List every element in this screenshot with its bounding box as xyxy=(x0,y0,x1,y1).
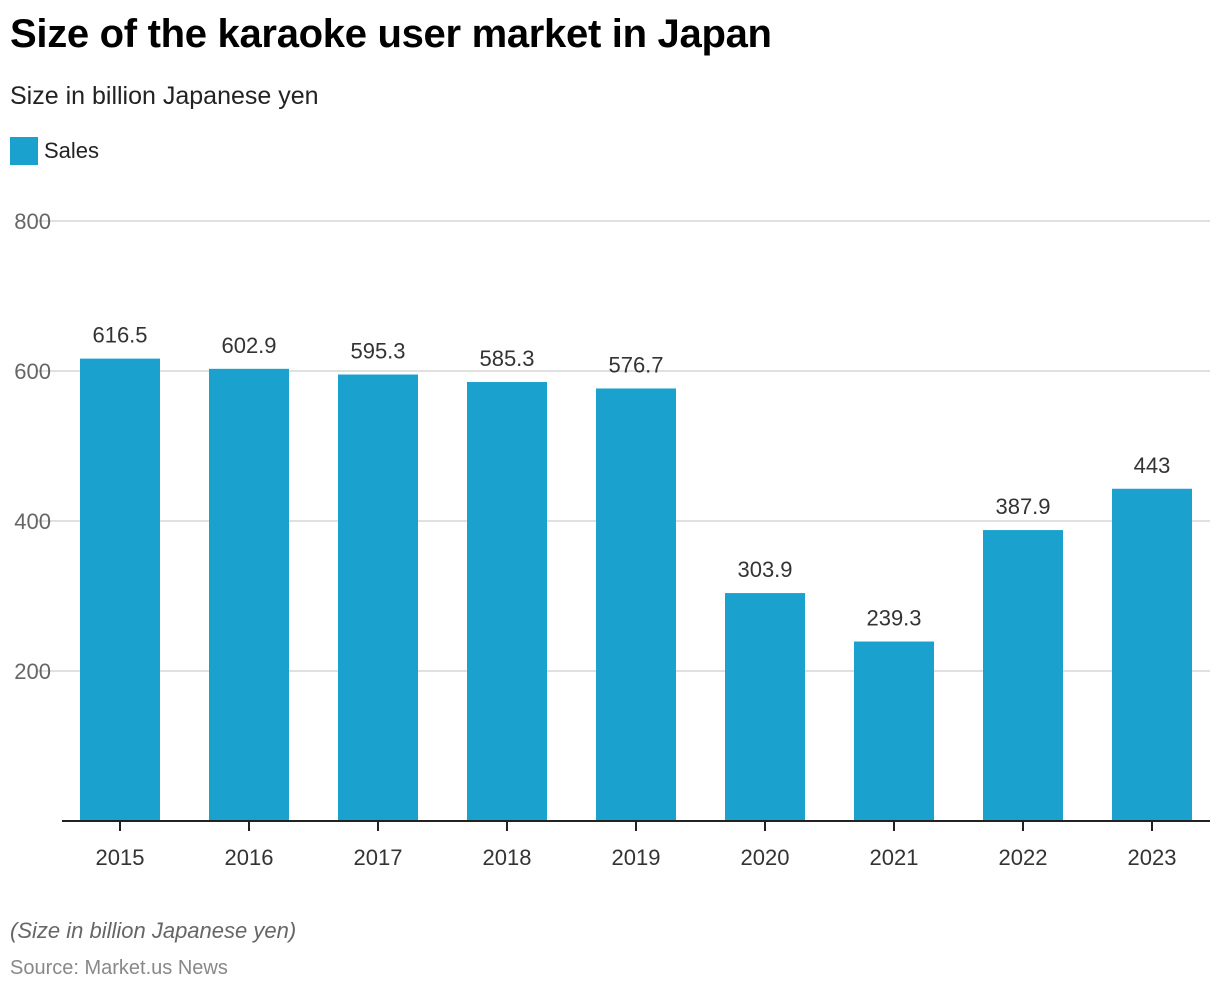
data-label-2021: 239.3 xyxy=(866,606,921,631)
legend-swatch-sales xyxy=(10,137,38,165)
data-label-2019: 576.7 xyxy=(608,352,663,377)
chart-title: Size of the karaoke user market in Japan xyxy=(10,12,772,56)
x-tick-label-2018: 2018 xyxy=(483,845,532,870)
x-tick-label-2019: 2019 xyxy=(612,845,661,870)
legend: Sales xyxy=(10,137,99,165)
x-axis: 2015 2016 2017 2018 2019 2020 2021 2022 2023 xyxy=(62,820,1210,870)
data-label-2023: 443 xyxy=(1134,453,1171,478)
source-credit: Source: Market.us News xyxy=(10,957,228,979)
bar-2017 xyxy=(338,374,418,821)
x-tick-label-2022: 2022 xyxy=(999,845,1048,870)
y-tick-label-200: 200 xyxy=(14,659,51,684)
y-axis-ticks: 200 400 600 800 xyxy=(14,209,51,684)
bar-2015 xyxy=(80,358,160,821)
data-label-2018: 585.3 xyxy=(479,346,534,371)
bar-2021 xyxy=(854,641,934,821)
bar-2020 xyxy=(725,593,805,821)
data-label-2016: 602.9 xyxy=(221,333,276,358)
y-tick-label-600: 600 xyxy=(14,359,51,384)
x-tick-label-2023: 2023 xyxy=(1128,845,1177,870)
bar-2018 xyxy=(467,382,547,821)
data-label-2015: 616.5 xyxy=(92,323,147,348)
bar-2022 xyxy=(983,530,1063,821)
data-label-2022: 387.9 xyxy=(995,494,1050,519)
data-label-2020: 303.9 xyxy=(737,557,792,582)
data-labels: 616.5 602.9 595.3 585.3 576.7 303.9 239.3 387.9… xyxy=(92,323,1170,631)
x-tick-label-2017: 2017 xyxy=(354,845,403,870)
x-tick-label-2016: 2016 xyxy=(225,845,274,870)
bars xyxy=(80,358,1192,821)
data-label-2017: 595.3 xyxy=(350,339,405,364)
y-tick-label-800: 800 xyxy=(14,209,51,234)
x-tick-label-2015: 2015 xyxy=(96,845,145,870)
chart-subtitle: Size in billion Japanese yen xyxy=(10,82,319,110)
x-tick-label-2021: 2021 xyxy=(870,845,919,870)
y-tick-label-400: 400 xyxy=(14,509,51,534)
bar-2023 xyxy=(1112,488,1192,821)
footnote: (Size in billion Japanese yen) xyxy=(10,918,297,943)
x-tick-label-2020: 2020 xyxy=(741,845,790,870)
bar-2019 xyxy=(596,388,676,821)
legend-label-sales: Sales xyxy=(44,138,100,163)
bar-2016 xyxy=(209,368,289,821)
